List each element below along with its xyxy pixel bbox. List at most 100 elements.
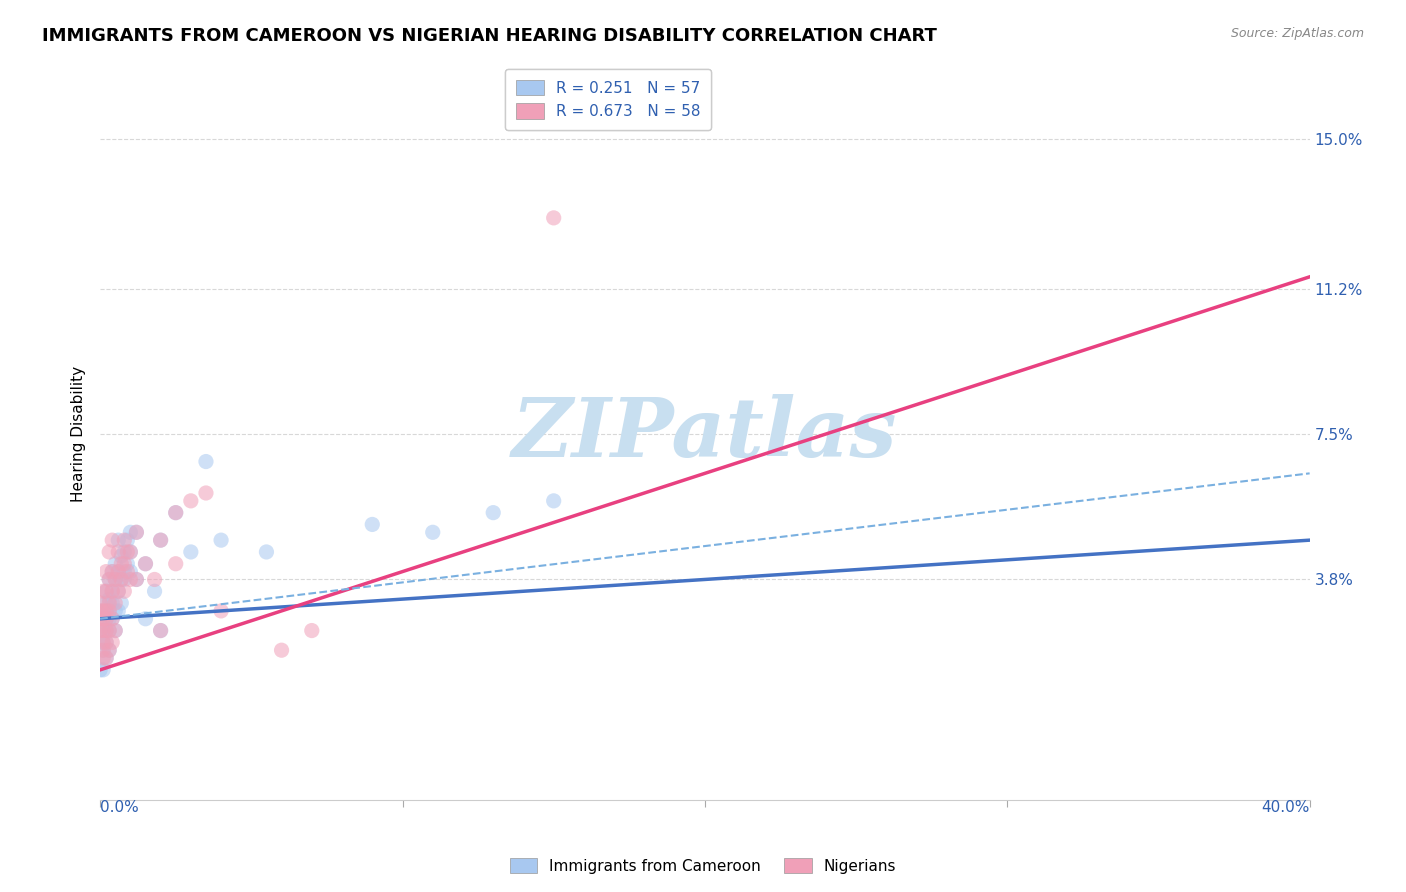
- Point: [96, 624, 118, 638]
- Point: [112, 557, 135, 571]
- Point: [107, 584, 129, 599]
- Point: [96, 624, 118, 638]
- Point: [107, 533, 129, 548]
- Y-axis label: Hearing Disability: Hearing Disability: [72, 366, 86, 502]
- Point: [98, 596, 121, 610]
- Point: [96, 584, 118, 599]
- Point: [104, 624, 127, 638]
- Point: [96, 604, 118, 618]
- Point: [96, 651, 118, 665]
- Point: [117, 533, 139, 548]
- Point: [98, 624, 121, 638]
- Point: [91, 624, 114, 638]
- Point: [98, 604, 121, 618]
- Point: [98, 643, 121, 657]
- Point: [89, 604, 111, 618]
- Point: [91, 604, 114, 618]
- Point: [107, 565, 129, 579]
- Point: [96, 651, 118, 665]
- Point: [104, 624, 127, 638]
- Text: 40.0%: 40.0%: [1261, 799, 1309, 814]
- Point: [125, 573, 148, 587]
- Point: [101, 596, 124, 610]
- Point: [209, 533, 232, 548]
- Point: [91, 604, 114, 618]
- Point: [98, 592, 121, 607]
- Point: [120, 545, 142, 559]
- Point: [96, 596, 118, 610]
- Point: [112, 545, 135, 559]
- Point: [91, 643, 114, 657]
- Point: [134, 557, 156, 571]
- Text: ZIPatlas: ZIPatlas: [512, 394, 897, 474]
- Point: [112, 584, 135, 599]
- Point: [543, 211, 565, 225]
- Point: [120, 545, 142, 559]
- Point: [96, 565, 118, 579]
- Point: [96, 584, 118, 599]
- Point: [180, 493, 202, 508]
- Point: [104, 573, 127, 587]
- Point: [117, 565, 139, 579]
- Point: [101, 565, 124, 579]
- Point: [194, 486, 217, 500]
- Point: [91, 635, 114, 649]
- Point: [270, 643, 292, 657]
- Point: [98, 604, 121, 618]
- Point: [117, 557, 139, 571]
- Point: [91, 635, 114, 649]
- Point: [117, 545, 139, 559]
- Point: [96, 635, 118, 649]
- Point: [101, 565, 124, 579]
- Point: [101, 635, 124, 649]
- Point: [107, 545, 129, 559]
- Point: [422, 525, 444, 540]
- Point: [112, 533, 135, 548]
- Point: [143, 584, 166, 599]
- Point: [89, 663, 111, 677]
- Point: [98, 612, 121, 626]
- Point: [104, 604, 127, 618]
- Point: [107, 565, 129, 579]
- Point: [143, 573, 166, 587]
- Point: [120, 573, 142, 587]
- Point: [91, 663, 114, 677]
- Point: [134, 557, 156, 571]
- Text: 0.0%: 0.0%: [100, 799, 139, 814]
- Point: [194, 454, 217, 468]
- Point: [110, 557, 132, 571]
- Point: [101, 612, 124, 626]
- Point: [165, 506, 187, 520]
- Point: [91, 643, 114, 657]
- Text: Source: ZipAtlas.com: Source: ZipAtlas.com: [1230, 27, 1364, 40]
- Point: [96, 612, 118, 626]
- Point: [209, 604, 232, 618]
- Point: [89, 612, 111, 626]
- Point: [125, 573, 148, 587]
- Point: [104, 573, 127, 587]
- Point: [98, 573, 121, 587]
- Point: [91, 651, 114, 665]
- Point: [89, 624, 111, 638]
- Point: [149, 624, 172, 638]
- Point: [101, 533, 124, 548]
- Point: [101, 584, 124, 599]
- Point: [107, 584, 129, 599]
- Point: [110, 549, 132, 563]
- Legend: Immigrants from Cameroon, Nigerians: Immigrants from Cameroon, Nigerians: [503, 852, 903, 880]
- Point: [104, 596, 127, 610]
- Point: [89, 596, 111, 610]
- Point: [180, 545, 202, 559]
- Point: [110, 573, 132, 587]
- Point: [96, 635, 118, 649]
- Point: [256, 545, 278, 559]
- Point: [361, 517, 384, 532]
- Point: [149, 533, 172, 548]
- Point: [91, 624, 114, 638]
- Point: [543, 493, 565, 508]
- Point: [149, 533, 172, 548]
- Point: [101, 612, 124, 626]
- Point: [110, 596, 132, 610]
- Point: [112, 573, 135, 587]
- Point: [104, 557, 127, 571]
